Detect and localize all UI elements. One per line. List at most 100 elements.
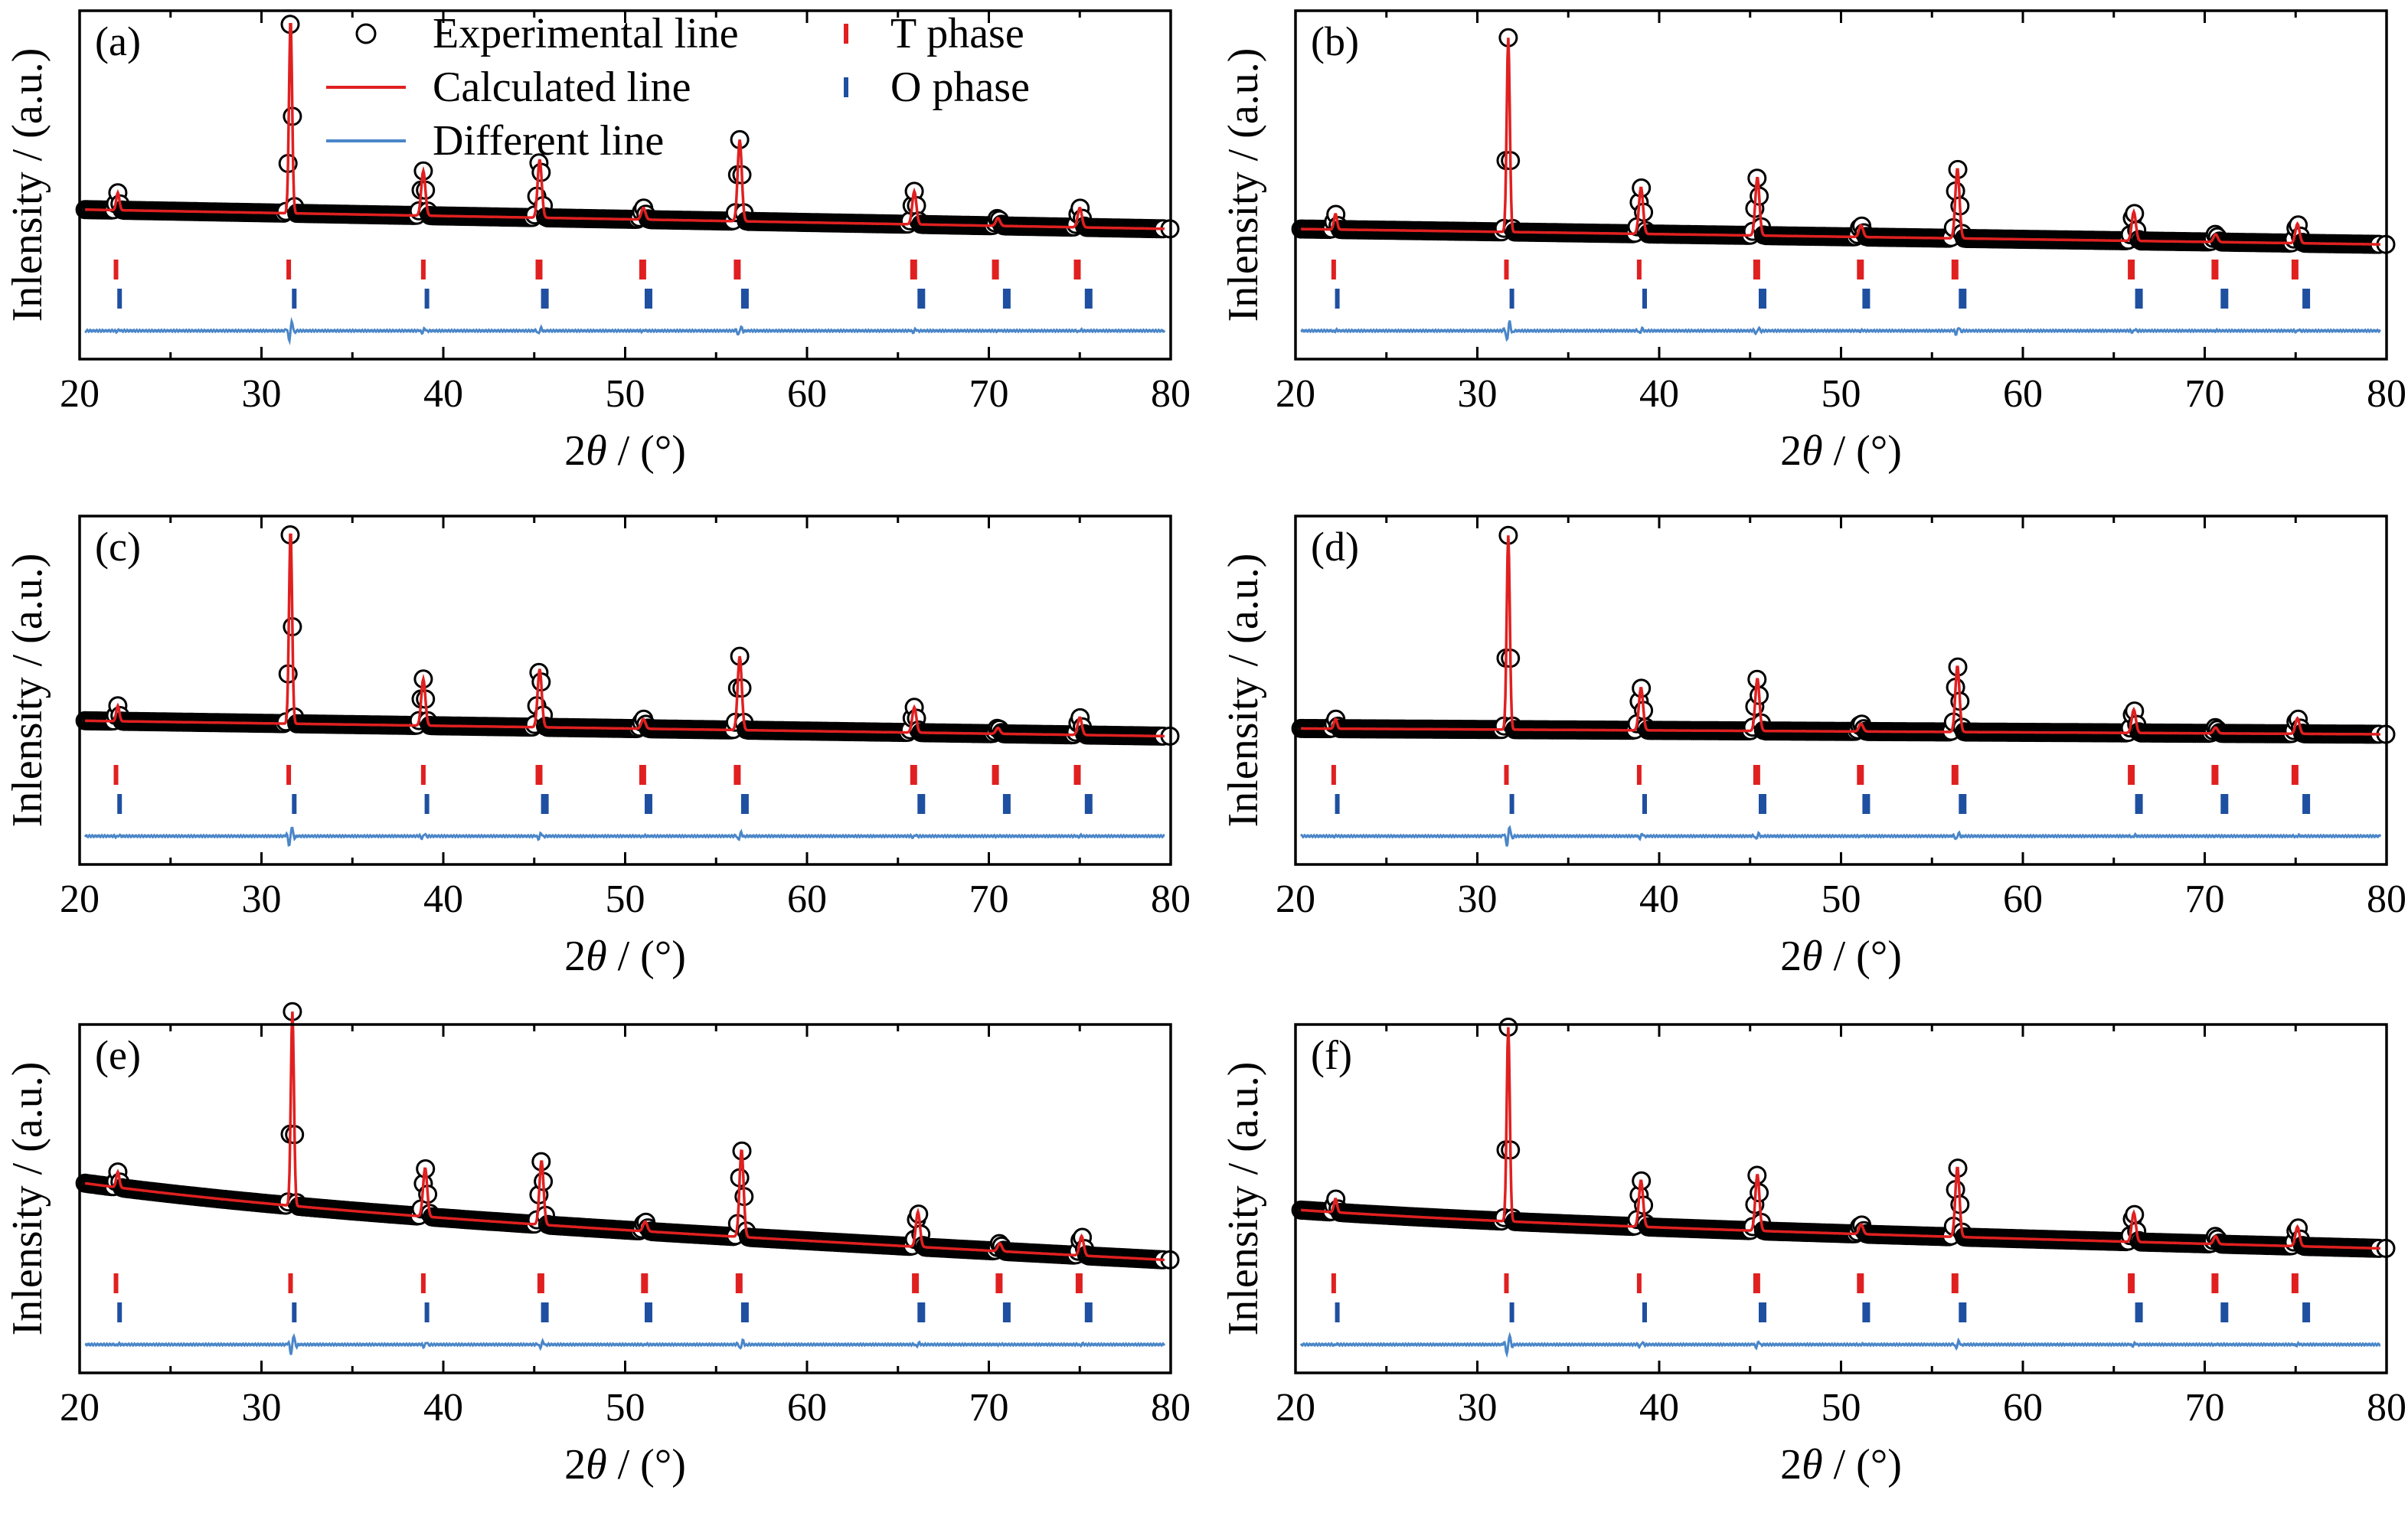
legend-label: Different line [433,117,664,165]
x-tick-label: 80 [2367,877,2406,921]
o-phase-tick [740,794,749,814]
t-phase-tick [639,765,646,785]
legend-label: T phase [890,10,1024,57]
difference-line [84,316,1166,345]
experimental-points [1291,525,2389,744]
experimental-points [75,525,1173,746]
x-axis-title-prefix: 2 [564,1441,586,1488]
t-phase-tick [2128,1273,2135,1293]
t-phase-tick [1753,260,1760,279]
o-phase-tick [1335,794,1340,814]
legend-label: O phase [890,64,1030,111]
t-phase-tick [1636,765,1642,785]
x-axis-title-suffix: / (°) [1823,427,1902,475]
x-axis-title-suffix: / (°) [1823,1441,1902,1488]
o-phase-tick [117,794,123,814]
t-phase-tick [735,1273,743,1293]
x-axis-title: 2θ / (°) [564,427,686,475]
t-phase-tick [2291,1273,2299,1293]
t-phase-tick [910,260,917,279]
x-tick-label: 40 [1639,877,1679,921]
o-phase-tick [1002,289,1011,309]
chart-panel-1: 20 30 40 50 60 70 80 2θ / (°) Inlensity / (a.u.)… [4,9,1191,475]
o-phase-tick [424,289,430,309]
x-axis-title: 2θ / (°) [1780,427,1902,475]
t-phase-tick [2291,260,2299,279]
o-phase-tick [541,794,549,814]
x-tick-label: 60 [2003,372,2043,416]
x-axis-title-theta: θ [1802,1441,1823,1488]
t-phase-tick [1504,1273,1509,1293]
x-tick-label: 70 [2185,372,2225,416]
x-tick-label: 50 [1822,877,1861,921]
t-phase-tick [734,260,741,279]
calculated-line [84,533,1165,738]
x-axis-title: 2θ / (°) [1780,933,1902,980]
o-phase-tick [2302,794,2311,814]
t-phase-tick [286,260,292,279]
x-axis-title-theta: θ [1802,427,1823,475]
o-phase-tick [645,289,652,309]
t-phase-tick [420,260,426,279]
o-phase-tick [1509,794,1514,814]
difference-line [1299,825,2382,847]
o-phase-tick [2220,289,2229,309]
x-tick-label: 20 [1276,1386,1315,1430]
o-phase-tick [1959,794,1967,814]
t-phase-tick [2291,765,2299,785]
difference-line [84,1333,1166,1355]
t-phase-tick [2211,765,2219,785]
o-phase-tick [917,1302,926,1322]
o-phase-tick [2220,1302,2229,1322]
x-axis-title-theta: θ [586,933,607,980]
t-phase-tick [1951,1273,1959,1293]
panel-label: (e) [95,1032,141,1078]
chart-panel-5: 20 30 40 50 60 70 80 2θ / (°) Inlensity / (a.u.)… [4,1002,1191,1488]
x-axis-title-suffix: / (°) [607,933,686,980]
o-phase-tick [117,289,123,309]
o-phase-tick [1002,794,1011,814]
x-tick-label: 20 [60,1386,100,1430]
panel-label: (b) [1311,18,1359,64]
o-phase-tick [917,794,926,814]
y-axis-title: Inlensity / (a.u.) [4,1062,51,1336]
x-tick-label: 70 [2185,1386,2225,1430]
o-phase-tick [2135,794,2143,814]
t-phase-tick [2128,260,2135,279]
t-phase-tick [286,765,292,785]
legend-label: Experimental line [433,10,739,57]
y-axis-title: Inlensity / (a.u.) [1220,554,1267,828]
x-axis-title-prefix: 2 [564,933,586,980]
x-tick-label: 30 [1458,877,1498,921]
t-phase-tick [1753,765,1760,785]
t-phase-tick [1636,1273,1642,1293]
o-phase-tick [541,289,549,309]
o-phase-tick [917,289,926,309]
difference-line [83,826,1165,848]
experimental-points [75,1002,1173,1270]
x-tick-label: 20 [60,877,100,921]
t-phase-tick [1075,1273,1083,1293]
y-axis-title: Inlensity / (a.u.) [4,554,51,828]
t-phase-tick [1073,765,1081,785]
x-tick-label: 80 [1151,372,1191,416]
t-phase-tick [1951,765,1959,785]
o-phase-tick [1642,289,1647,309]
x-tick-label: 30 [242,372,282,416]
x-axis-title-theta: θ [586,1441,607,1488]
t-phase-tick [2128,765,2135,785]
x-tick-label: 50 [606,877,645,921]
o-phase-tick [1509,289,1514,309]
x-axis-title-prefix: 2 [1780,1441,1802,1488]
legend-marker-experimental [355,23,377,44]
o-phase-tick [1335,289,1340,309]
x-tick-label: 60 [787,372,827,416]
o-phase-tick [1759,1302,1766,1322]
x-tick-label: 60 [787,1386,827,1430]
x-tick-label: 70 [969,1386,1009,1430]
o-phase-tick [1002,1302,1011,1322]
x-axis-title-prefix: 2 [564,427,586,475]
legend-label: Calculated line [433,64,691,111]
x-axis-title-prefix: 2 [1780,427,1802,475]
